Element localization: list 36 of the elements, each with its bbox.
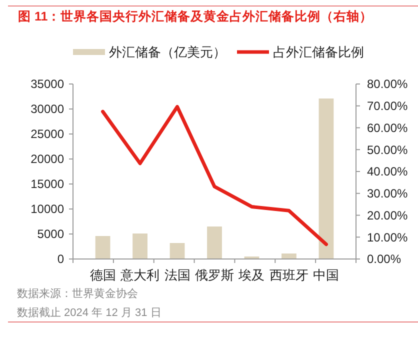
bar	[170, 243, 185, 259]
bar	[282, 254, 296, 259]
y-tick-label: 0	[57, 252, 64, 266]
y2-tick-label: 80.00%	[367, 77, 408, 92]
y-tick-label: 35000	[30, 77, 64, 92]
x-tick-label: 中国	[313, 268, 340, 283]
y2-tick-label: 40.00%	[367, 164, 408, 179]
bar	[132, 234, 148, 259]
y-tick-label: 10000	[30, 202, 64, 216]
y2-tick-label: 50.00%	[367, 142, 408, 157]
x-tick-label: 西班牙	[269, 268, 308, 283]
x-tick-label: 埃及	[238, 268, 265, 283]
y2-tick-label: 0.00%	[367, 252, 402, 266]
y2-tick-label: 60.00%	[367, 120, 408, 135]
bar	[95, 236, 110, 259]
y2-tick-label: 70.00%	[367, 99, 408, 114]
y-tick-label: 30000	[30, 102, 64, 116]
y2-tick-label: 20.00%	[367, 208, 408, 222]
text: 数据截止 2024 年 12 月 31 日	[17, 306, 162, 319]
x-tick-label: 俄罗斯	[195, 268, 234, 283]
legend-label: 占外汇储备比例	[273, 44, 364, 60]
y-tick-label: 25000	[30, 127, 64, 142]
source-note: 数据来源：世界黄金协会	[17, 286, 138, 300]
y-tick-label: 20000	[30, 152, 64, 166]
x-tick-label: 法国	[164, 268, 190, 283]
bar	[207, 226, 222, 259]
legend-label: 外汇储备（亿美元）	[109, 44, 226, 60]
chart-title: 图 11：世界各国央行外汇储备及黄金占外汇储备比例（右轴）	[18, 9, 373, 24]
y2-tick-label: 10.00%	[367, 230, 408, 244]
line-series	[101, 105, 328, 246]
bar	[318, 98, 334, 259]
x-tick-label: 意大利	[120, 268, 160, 283]
y2-tick-label: 30.00%	[367, 186, 408, 201]
y-tick-label: 5000	[37, 227, 64, 242]
y-tick-label: 15000	[30, 177, 64, 192]
x-tick-label: 德国	[90, 268, 116, 283]
